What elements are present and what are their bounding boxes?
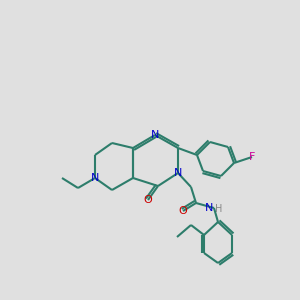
Text: F: F: [249, 152, 255, 162]
Text: N: N: [174, 168, 182, 178]
Text: N: N: [91, 173, 99, 183]
Text: N: N: [205, 203, 213, 213]
Text: N: N: [151, 130, 159, 140]
Text: H: H: [215, 204, 222, 214]
Text: O: O: [178, 206, 188, 216]
Text: O: O: [144, 195, 152, 205]
